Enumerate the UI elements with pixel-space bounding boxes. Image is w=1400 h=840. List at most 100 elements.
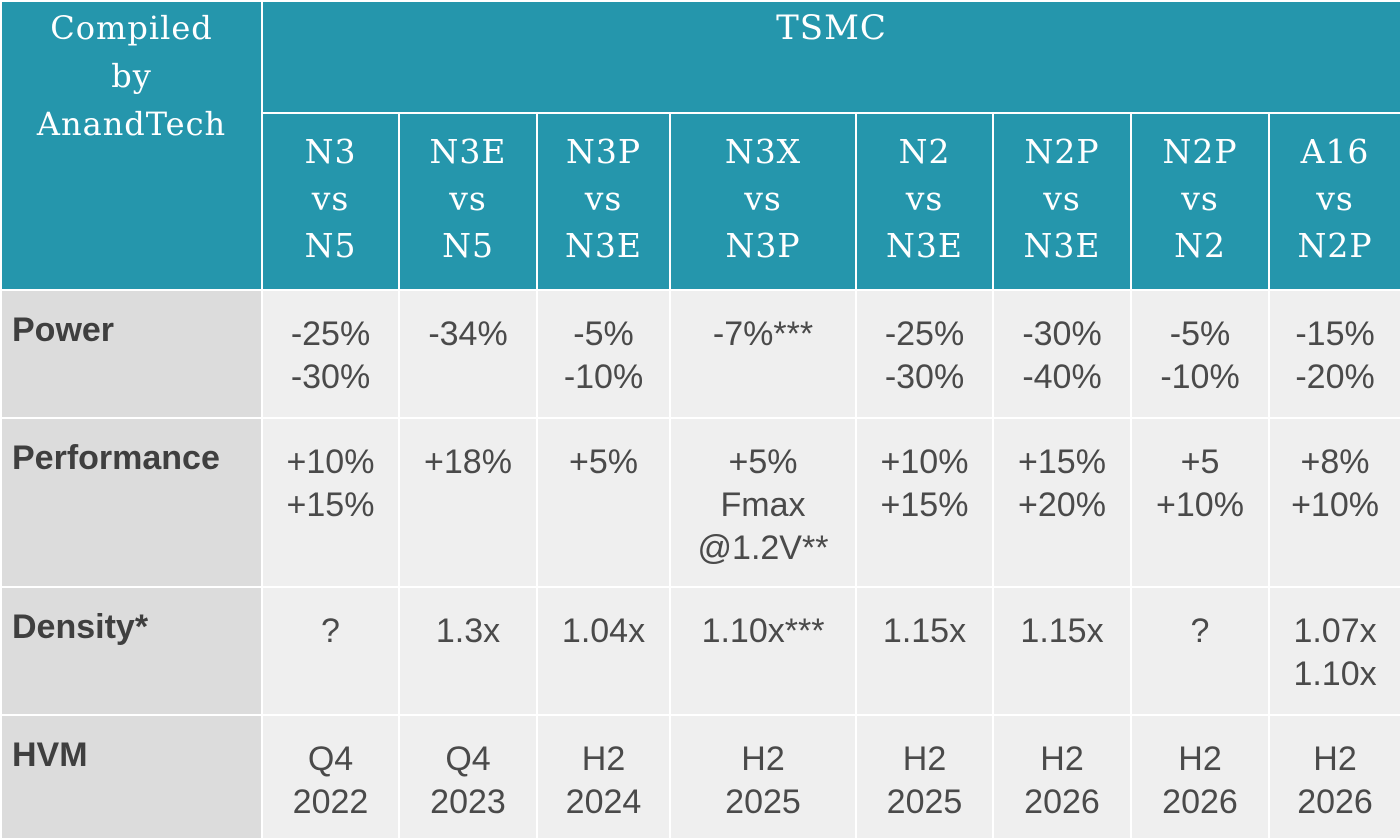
table-cell: -25% -30% — [261, 289, 400, 419]
table-cell: +18% — [398, 417, 538, 588]
cell-value: -25% — [290, 315, 371, 353]
table-cell: 1.04x — [536, 586, 671, 716]
cell-value: 2026 — [1024, 783, 1100, 821]
row-label: Power — [0, 289, 263, 419]
cell-value: H2 — [1040, 740, 1084, 778]
cell-value: +15% — [286, 486, 375, 524]
row-label: Performance — [0, 417, 263, 588]
cell-value: 1.3x — [435, 612, 501, 650]
cell-value: -5% — [1169, 315, 1231, 353]
cell-value: +18% — [424, 443, 512, 481]
table-row: HVM Q4 2022 Q4 2023 H2 2024 H2 2025 H2 2025 H2 2026 H… — [0, 714, 1400, 840]
table-cell: H2 2026 — [1267, 714, 1400, 840]
table-cell: Q4 2023 — [398, 714, 538, 840]
table-cell: -5% -10% — [1130, 289, 1270, 419]
table-cell: H2 2024 — [536, 714, 671, 840]
column-header-line: N3E — [886, 226, 963, 265]
row-label: HVM — [0, 714, 263, 840]
cell-value: H2 — [1178, 740, 1222, 778]
cell-value: 2022 — [292, 783, 369, 821]
cell-value: +10% — [880, 443, 969, 481]
table-row: Performance +10% +15% +18% +5% +5% Fmax @1.2V**… — [0, 417, 1400, 588]
table-cell: +10% +15% — [855, 417, 994, 588]
cell-value: -10% — [563, 358, 644, 396]
cell-value: Q4 — [307, 740, 354, 778]
cell-value: 1.10x*** — [701, 612, 825, 650]
table-cell: +5 +10% — [1130, 417, 1270, 588]
cell-value: 1.10x — [1293, 655, 1377, 693]
column-header: N3E vs N5 — [398, 112, 538, 291]
table-cell: 1.07x 1.10x — [1267, 586, 1400, 716]
cell-value: H2 — [1313, 740, 1357, 778]
row-label: Density* — [0, 586, 263, 716]
table-cell: Q4 2022 — [261, 714, 400, 840]
column-header: A16 vs N2P — [1267, 112, 1400, 291]
column-header: N3 vs N5 — [261, 112, 400, 291]
column-header-line: N3 — [304, 132, 357, 171]
cell-value: -40% — [1022, 358, 1102, 396]
cell-value: 2023 — [430, 783, 506, 821]
column-header: N2P vs N2 — [1130, 112, 1270, 291]
column-header-line: N3E — [1023, 226, 1101, 265]
table-row: Density*? 1.3x 1.04x 1.10x*** 1.15x 1.15x? 1.0… — [0, 586, 1400, 716]
table-row: Power -25% -30% -34% -5% -10% -7%*** -25% -30% -3… — [0, 289, 1400, 419]
cell-value: 1.04x — [561, 612, 646, 650]
table-cell: -30% -40% — [992, 289, 1132, 419]
column-header-line: vs — [1181, 179, 1219, 218]
column-header: N2 vs N3E — [855, 112, 994, 291]
column-header-line: N2P — [1297, 226, 1373, 265]
cell-value: +8% — [1300, 443, 1370, 481]
cell-value: 1.07x — [1293, 612, 1377, 650]
column-header-line: vs — [744, 179, 782, 218]
cell-value: -5% — [573, 315, 634, 353]
cell-value: +5 — [1180, 443, 1220, 481]
table-body: Power -25% -30% -34% -5% -10% -7%*** -25% -30% -3… — [0, 289, 1400, 840]
table-cell: H2 2025 — [669, 714, 857, 840]
column-header-line: N2P — [1024, 132, 1100, 171]
cell-value: H2 — [902, 740, 947, 778]
cell-value: -15% — [1295, 315, 1375, 353]
table-cell: +15% +20% — [992, 417, 1132, 588]
cell-value: @1.2V** — [697, 529, 829, 567]
table-cell: -7%*** — [669, 289, 857, 419]
column-header-line: N5 — [304, 226, 357, 265]
column-header-line: N2 — [898, 132, 951, 171]
cell-value: 2024 — [565, 783, 642, 821]
cell-value: -30% — [884, 358, 965, 396]
cell-value: +10% — [1156, 486, 1244, 524]
column-header-line: vs — [1043, 179, 1081, 218]
column-header-line: vs — [584, 179, 623, 218]
table-cell: -5% -10% — [536, 289, 671, 419]
cell-value: -10% — [1160, 358, 1240, 396]
cell-value: H2 — [741, 740, 785, 778]
cell-value: ? — [1190, 612, 1210, 650]
cell-value: +20% — [1018, 486, 1106, 524]
column-header-line: N3E — [565, 226, 642, 265]
table-cell: 1.15x — [992, 586, 1132, 716]
cell-value: +5% — [728, 443, 798, 481]
table-cell: -15% -20% — [1267, 289, 1400, 419]
column-header-line: vs — [311, 179, 350, 218]
column-header-line: N5 — [442, 226, 494, 265]
cell-value: +5% — [569, 443, 638, 481]
table-cell: +8% +10% — [1267, 417, 1400, 588]
corner-line: AnandTech — [36, 105, 227, 143]
group-title: TSMC — [260, 0, 1400, 114]
cell-value: 2025 — [886, 783, 963, 821]
cell-value: -20% — [1295, 358, 1375, 396]
column-header-line: N2 — [1174, 226, 1226, 265]
column-header-line: vs — [905, 179, 944, 218]
table-cell: +5% Fmax @1.2V** — [669, 417, 857, 588]
column-header-row: N3 vs N5 N3E vs N5 N3P vs N3E N3X vs N3P N2 vs N3E N2P v… — [1, 112, 1400, 291]
table-cell: ? — [261, 586, 400, 716]
cell-value: 2026 — [1162, 783, 1238, 821]
table-cell: +10% +15% — [261, 417, 400, 588]
column-header-line: N3X — [724, 132, 802, 171]
corner-line: by — [111, 57, 152, 95]
table-cell: 1.15x — [855, 586, 994, 716]
table-cell: H2 2026 — [1130, 714, 1270, 840]
cell-value: +10% — [286, 443, 375, 481]
cell-value: ? — [321, 612, 340, 650]
column-header-line: N3P — [565, 132, 642, 171]
cell-value: 2026 — [1297, 783, 1373, 821]
